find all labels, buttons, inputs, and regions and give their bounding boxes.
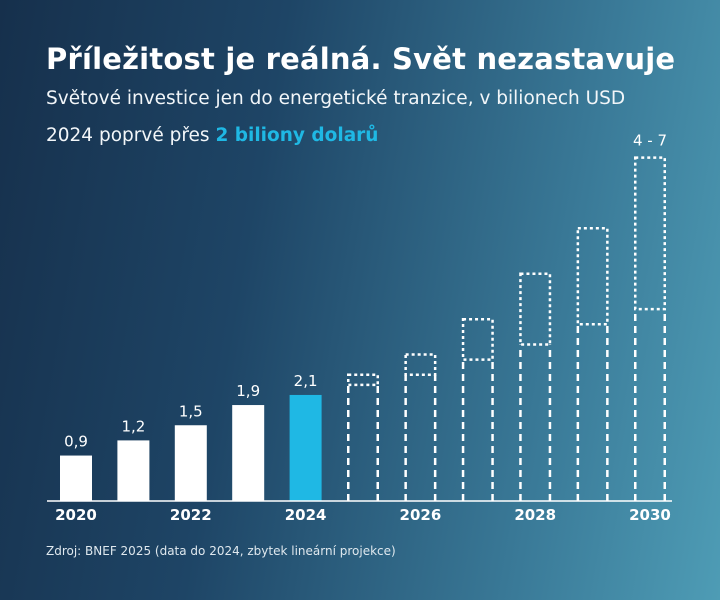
- data-label-2021: 1,2: [121, 417, 145, 435]
- data-label-2022: 1,5: [179, 402, 203, 420]
- projection-range-2028: [519, 272, 552, 346]
- projection-range-2030: [634, 156, 666, 311]
- bar-2020: [60, 455, 92, 501]
- x-tick-2030: 2030: [629, 506, 671, 524]
- projection-lower-2025: [347, 384, 379, 501]
- projection-lower-2026: [404, 374, 437, 501]
- data-label-2023: 1,9: [236, 382, 260, 400]
- highlight-emphasis: 2 biliony dolarů: [215, 125, 379, 146]
- bar-2021: [117, 440, 150, 501]
- projection-lower-2030: [634, 309, 666, 501]
- projection-lower-2029: [576, 324, 609, 501]
- chart-subtitle: Světové investice jen do energetické tra…: [46, 88, 626, 109]
- highlight-note: 2024 poprvé přes 2 biliony dolarů: [46, 125, 378, 146]
- bar-2024: [289, 394, 322, 501]
- highlight-prefix: 2024 poprvé přes: [46, 125, 216, 146]
- data-label-2020: 0,9: [64, 433, 88, 451]
- projection-lower-2027: [461, 359, 494, 501]
- x-tick-2026: 2026: [400, 506, 442, 524]
- projection-range-2027: [461, 317, 494, 361]
- projection-lower-2028: [519, 344, 552, 501]
- x-tick-2024: 2024: [285, 506, 327, 524]
- projection-range-2029: [576, 227, 609, 326]
- bar-2023: [232, 405, 265, 501]
- data-label-2024: 2,1: [294, 372, 318, 390]
- x-tick-2020: 2020: [55, 506, 97, 524]
- range-annotation: 4 - 7: [633, 132, 667, 150]
- bar-2022: [174, 425, 207, 501]
- x-tick-2022: 2022: [170, 506, 212, 524]
- projection-range-2025: [347, 373, 379, 387]
- projection-range-2026: [404, 353, 437, 376]
- x-tick-2028: 2028: [514, 506, 556, 524]
- source-note: Zdroj: BNEF 2025 (data do 2024, zbytek l…: [46, 544, 396, 558]
- chart-title: Příležitost je reálná. Svět nezastavuje: [46, 42, 676, 76]
